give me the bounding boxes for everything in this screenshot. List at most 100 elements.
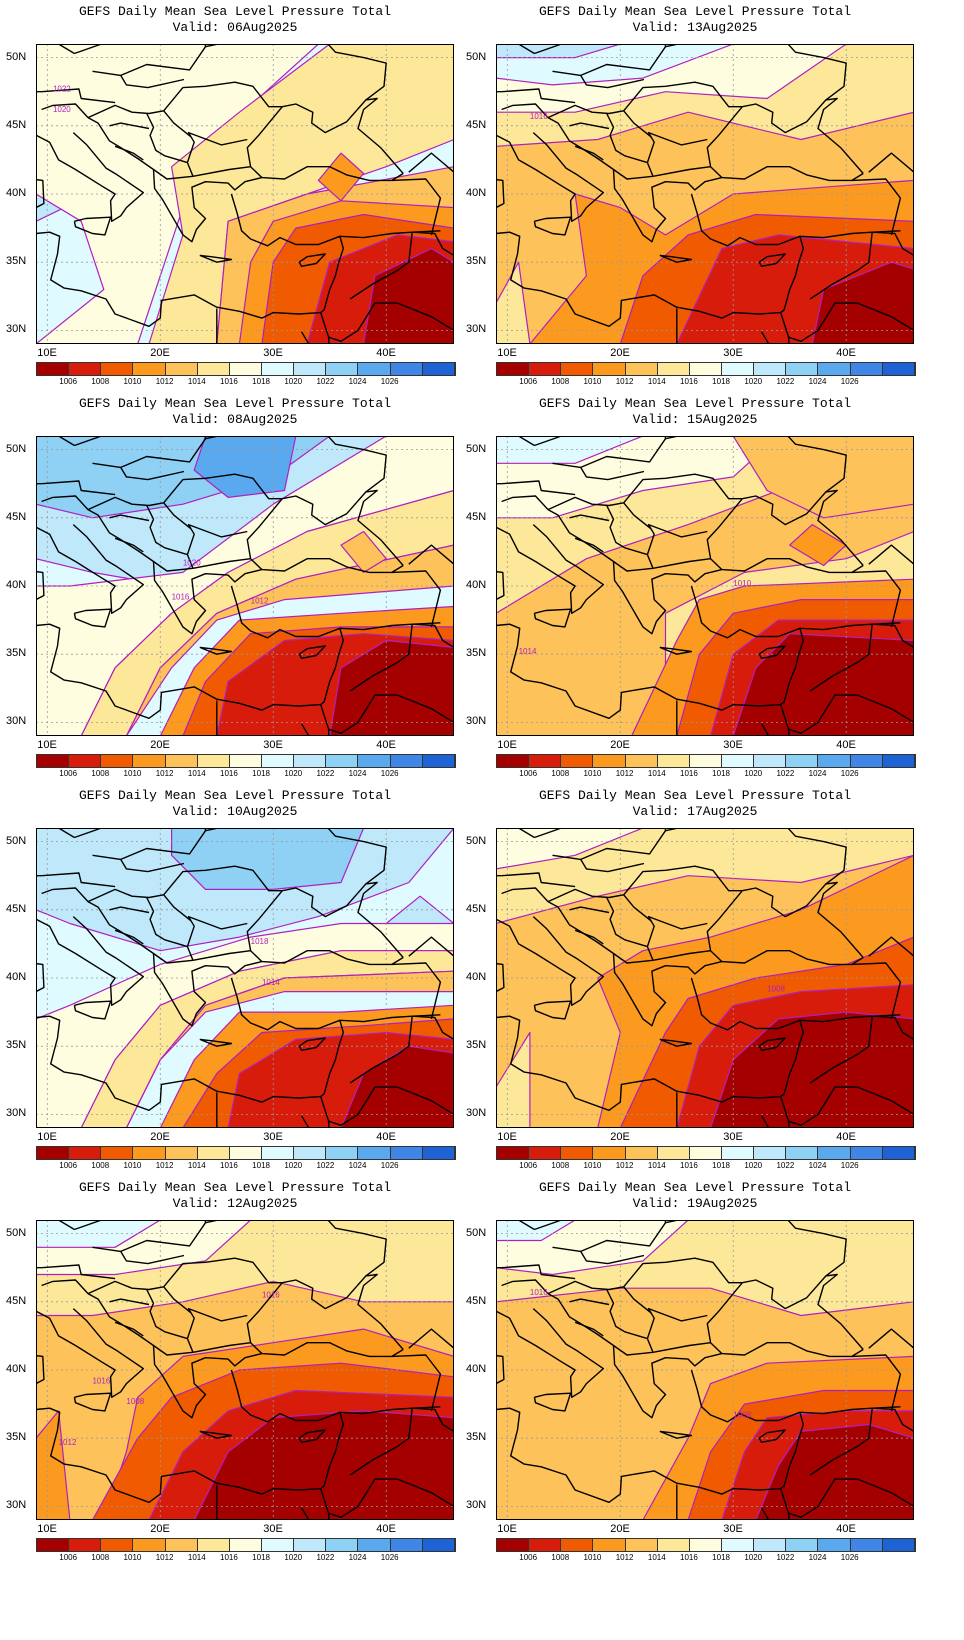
colorbar-label: 1016 — [220, 377, 238, 386]
colorbar-swatch — [497, 1539, 530, 1551]
coastline — [787, 828, 847, 885]
latitude-label: 45N — [6, 1294, 27, 1307]
colorbar-swatch — [657, 755, 690, 767]
coastline — [758, 253, 786, 268]
colorbar-label: 1008 — [91, 769, 110, 778]
coastline — [501, 103, 549, 119]
pressure-band — [317, 152, 365, 202]
pressure-band — [193, 436, 297, 499]
coastline — [320, 312, 330, 338]
colorbar-label: 1022 — [316, 1161, 335, 1170]
coastline — [533, 608, 572, 628]
colorbar — [496, 1146, 916, 1160]
latitude-label: 50N — [6, 50, 27, 63]
coastline — [300, 1115, 310, 1128]
coastline — [163, 502, 192, 530]
coastline — [780, 248, 804, 314]
coastline — [199, 1038, 233, 1047]
map-panel: GEFS Daily Mean Sea Level Pressure Total… — [460, 0, 930, 400]
coastline — [501, 480, 576, 496]
coastline — [192, 166, 251, 177]
colorbar-swatch — [561, 1147, 594, 1159]
colorbar-label: 1016 — [220, 1161, 238, 1170]
coastline — [760, 331, 770, 344]
pressure-map: 1016 — [496, 44, 914, 344]
contour-label: 1018 — [251, 937, 269, 946]
coastline — [58, 828, 75, 839]
coastline — [851, 962, 902, 1020]
coastline — [199, 1430, 233, 1439]
longitude-label: 40E — [836, 347, 856, 359]
coastline — [114, 537, 144, 553]
longitude-label: 40E — [376, 1131, 396, 1143]
colorbar-label: 1006 — [59, 377, 78, 386]
panel-valid-date: Valid: 17Aug2025 — [632, 804, 758, 819]
colorbar-label: 1018 — [712, 1553, 730, 1562]
map-frame — [496, 436, 914, 736]
colorbar-swatch — [754, 1147, 787, 1159]
coastline — [706, 97, 864, 179]
colorbar-swatch — [37, 1539, 70, 1551]
colorbar-label: 1016 — [680, 769, 698, 778]
coastline — [547, 473, 743, 511]
latitude-label: 50N — [6, 1226, 27, 1239]
latitude-label: 45N — [6, 510, 27, 523]
colorbar-swatch — [422, 363, 455, 375]
colorbar-label: 1010 — [123, 377, 142, 386]
coastline — [496, 570, 505, 601]
colorbar-label: 1022 — [776, 1553, 795, 1562]
colorbar-swatch — [197, 1539, 230, 1551]
colorbar-label: 1006 — [519, 1161, 538, 1170]
coastline — [623, 110, 652, 138]
coastline — [391, 1354, 442, 1412]
coastline — [646, 1307, 708, 1339]
contour-label: 1022 — [53, 85, 71, 94]
latitude-label: 50N — [466, 50, 487, 63]
coastline — [298, 1429, 326, 1444]
colorbar-swatch — [818, 1539, 851, 1551]
colorbar-swatch — [261, 363, 295, 375]
latitude-label: 45N — [466, 510, 487, 523]
coastline — [787, 1220, 847, 1277]
colorbar-label: 1024 — [348, 377, 367, 386]
coastline — [721, 949, 864, 966]
longitude-label: 40E — [376, 1523, 396, 1535]
coastline — [36, 1308, 145, 1399]
coastline — [120, 859, 185, 873]
longitude-label: 40E — [376, 347, 396, 359]
coastline — [496, 1354, 505, 1385]
coastline — [327, 436, 387, 493]
coastline — [690, 193, 804, 249]
pressure-band — [496, 44, 621, 59]
coastline — [36, 962, 45, 993]
latitude-label: 35N — [466, 647, 487, 660]
colorbar-swatch — [294, 1539, 327, 1551]
colorbar-swatch — [882, 755, 915, 767]
coastline — [721, 1341, 864, 1358]
colorbar-labels: 1006 1008 1010 1012 1014 1016 1018 1020 1022 1024… — [496, 1161, 934, 1173]
colorbar-label: 1014 — [187, 1161, 206, 1170]
coastline — [690, 1369, 804, 1425]
coastline — [349, 232, 413, 300]
coastline — [496, 1308, 605, 1399]
colorbar-label: 1014 — [187, 769, 206, 778]
coastline — [391, 178, 442, 236]
coastline — [298, 1037, 326, 1052]
coastline — [41, 88, 116, 104]
colorbar-label: 1020 — [744, 1161, 763, 1170]
coastline — [552, 828, 667, 861]
latitude-label: 30N — [6, 323, 27, 336]
colorbar-label: 1024 — [348, 1161, 367, 1170]
coastline — [230, 1369, 344, 1425]
longitude-label: 40E — [836, 739, 856, 751]
colorbar-swatch — [818, 1147, 851, 1159]
colorbar-swatch — [229, 1147, 262, 1159]
longitude-label: 20E — [150, 1131, 170, 1143]
colorbar-swatch — [850, 363, 883, 375]
colorbar-label: 1024 — [808, 1553, 827, 1562]
coastline — [574, 1321, 604, 1337]
coastline — [339, 1406, 441, 1415]
colorbar-label: 1020 — [744, 1553, 763, 1562]
coastline — [114, 1321, 144, 1337]
colorbar-swatch — [657, 1539, 690, 1551]
